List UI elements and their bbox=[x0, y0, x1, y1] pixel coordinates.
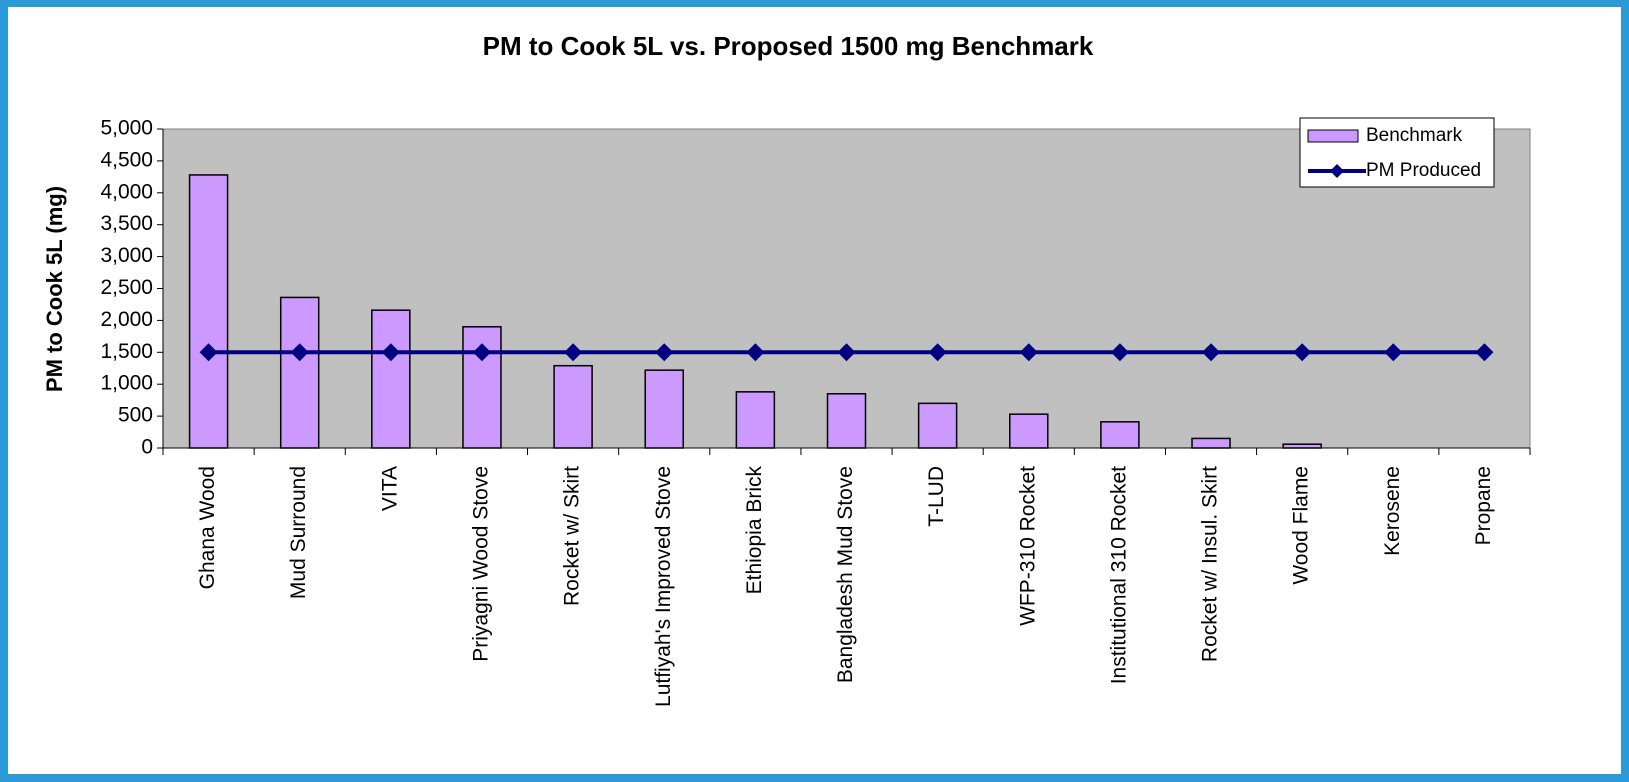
x-tick-label: Kerosene bbox=[1381, 466, 1404, 556]
marker bbox=[746, 343, 765, 362]
y-tick-label: 3,500 bbox=[100, 212, 153, 235]
marker bbox=[928, 343, 947, 362]
y-tick-label: 1,500 bbox=[100, 340, 153, 363]
x-tick-label: Rocket w/ Insul. Skirt bbox=[1199, 466, 1222, 662]
y-tick-label: 2,500 bbox=[100, 276, 153, 299]
x-tick-label: Propane bbox=[1472, 466, 1495, 545]
marker bbox=[1110, 343, 1129, 362]
x-tick-label: Lutfiyah's Improved Stove bbox=[652, 466, 675, 707]
legend-swatch bbox=[1307, 129, 1359, 143]
y-tick-label: 4,500 bbox=[100, 148, 153, 171]
y-tick-label: 1,000 bbox=[100, 372, 153, 395]
chart-title: PM to Cook 5L vs. Proposed 1500 mg Bench… bbox=[483, 31, 1094, 61]
x-tick-label: Institutional 310 Rocket bbox=[1107, 466, 1130, 684]
bar bbox=[644, 369, 684, 449]
x-tick-label: Wood Flame bbox=[1290, 466, 1313, 585]
x-tick-label: Bangladesh Mud Stove bbox=[834, 466, 857, 683]
marker bbox=[290, 343, 309, 362]
bar bbox=[1282, 443, 1322, 449]
bar bbox=[1009, 413, 1049, 449]
bar bbox=[371, 309, 411, 449]
bar bbox=[1191, 437, 1231, 449]
legend-label: Benchmark bbox=[1366, 125, 1463, 146]
bar bbox=[553, 364, 593, 449]
x-tick-label: Mud Surround bbox=[287, 466, 310, 599]
marker bbox=[1475, 343, 1494, 362]
legend-label: PM Produced bbox=[1366, 160, 1481, 181]
x-tick-label: Ethiopia Brick bbox=[743, 466, 766, 595]
legend-marker bbox=[1330, 164, 1344, 178]
x-tick-label: Priyagni Wood Stove bbox=[470, 466, 493, 662]
marker bbox=[1202, 343, 1221, 362]
bar bbox=[917, 402, 958, 449]
marker bbox=[1019, 343, 1038, 362]
marker bbox=[381, 343, 400, 362]
y-tick-label: 5,000 bbox=[100, 117, 153, 140]
marker bbox=[564, 343, 583, 362]
x-tick-label: VITA bbox=[378, 466, 401, 511]
y-axis-title: PM to Cook 5L (mg) bbox=[42, 186, 67, 392]
bar bbox=[735, 391, 776, 449]
y-tick-label: 3,000 bbox=[100, 244, 153, 267]
bar bbox=[1100, 421, 1140, 449]
marker bbox=[199, 343, 218, 362]
marker bbox=[655, 343, 674, 362]
bar bbox=[826, 393, 867, 449]
marker bbox=[1384, 343, 1403, 362]
x-tick-label: T-LUD bbox=[925, 466, 948, 527]
marker bbox=[472, 343, 491, 362]
marker bbox=[1293, 343, 1312, 362]
y-tick-label: 0 bbox=[141, 436, 153, 459]
y-tick-label: 2,000 bbox=[100, 308, 153, 331]
bar bbox=[279, 296, 320, 449]
x-tick-label: WFP-310 Rocket bbox=[1016, 466, 1039, 626]
y-tick-label: 4,000 bbox=[100, 180, 153, 203]
x-tick-label: Ghana Wood bbox=[196, 466, 219, 589]
x-tick-label: Rocket w/ Skirt bbox=[561, 466, 584, 606]
y-tick-label: 500 bbox=[118, 404, 153, 427]
marker bbox=[837, 343, 856, 362]
bar bbox=[188, 174, 229, 449]
